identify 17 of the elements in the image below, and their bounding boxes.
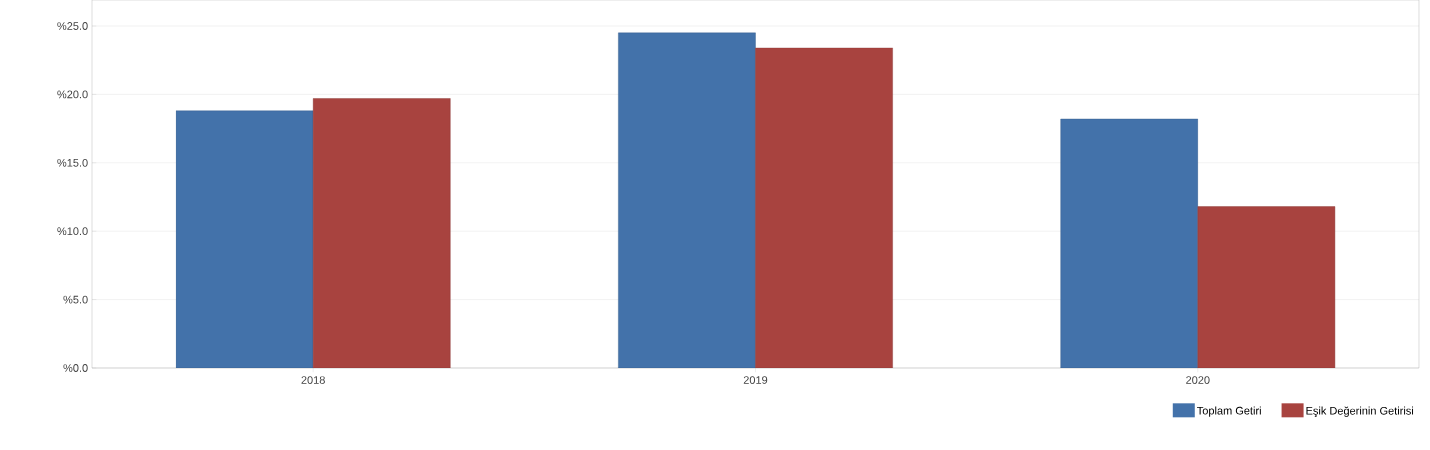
y-tick-label: %10.0 [57, 227, 88, 236]
legend-label: Toplam Getiri [1197, 406, 1261, 417]
y-tick-label: %5.0 [63, 295, 88, 304]
y-tick-label: %25.0 [57, 22, 88, 30]
bar [618, 32, 756, 368]
bar [1197, 206, 1336, 368]
x-tick-label: 2018 [301, 376, 325, 384]
legend-label: Eşik Değerinin Getirisi [1306, 406, 1414, 417]
x-tick-label: 2020 [1186, 376, 1210, 384]
y-tick-label: %0.0 [63, 364, 88, 372]
bar [312, 98, 451, 368]
y-tick-label: %15.0 [57, 158, 88, 167]
bar [175, 110, 314, 368]
x-tick-label: 2019 [743, 376, 768, 384]
bar [755, 47, 893, 368]
y-tick-label: %20.0 [57, 90, 88, 99]
bar [1060, 118, 1199, 368]
